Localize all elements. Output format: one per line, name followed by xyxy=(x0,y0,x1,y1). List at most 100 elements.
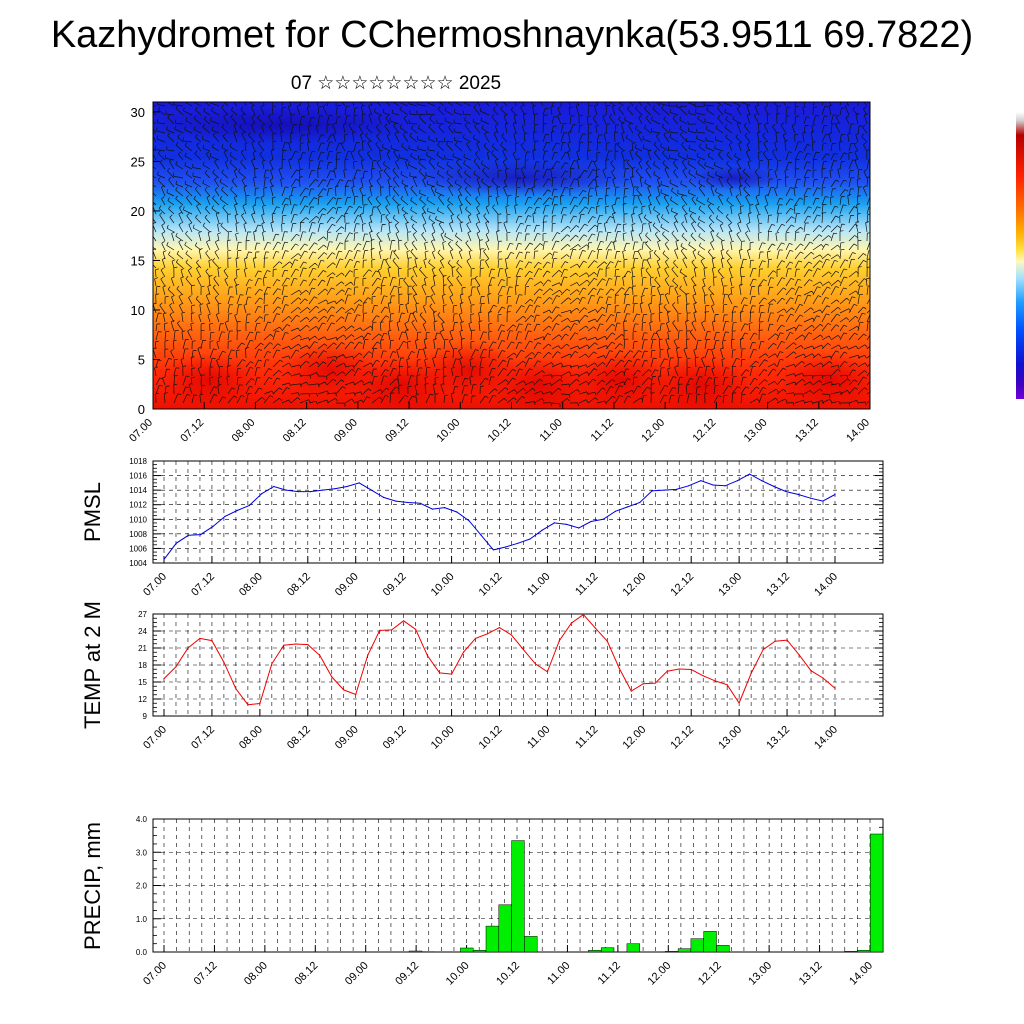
data-point xyxy=(566,523,568,526)
y-tick-label: 20 xyxy=(131,204,145,219)
x-tick-label: 08.12 xyxy=(285,724,313,752)
data-point xyxy=(541,529,543,531)
data-point xyxy=(427,655,429,657)
data-point xyxy=(273,485,275,488)
x-tick-label: 07.12 xyxy=(192,960,220,988)
data-point xyxy=(639,501,641,504)
data-point xyxy=(403,620,405,622)
y-tick-label: 1012 xyxy=(129,501,147,510)
data-point xyxy=(786,639,788,641)
data-point xyxy=(463,651,465,653)
x-tick-label: 11.12 xyxy=(573,571,600,598)
precip-bar xyxy=(472,950,487,953)
data-point xyxy=(774,640,776,642)
data-line xyxy=(163,473,836,560)
y-tick-label: 1004 xyxy=(129,559,147,568)
x-tick-label: 11.00 xyxy=(525,724,552,751)
precip-bar xyxy=(869,833,884,953)
cross-section-heatmap: 0 5 10 15 20 25 30 07.00 07.12 08.00 08.12 09.00 09.… xyxy=(127,101,872,445)
y-tick-label: 12 xyxy=(138,695,147,704)
data-point xyxy=(297,491,299,493)
precip-bar xyxy=(600,947,615,953)
x-tick-label: 11.00 xyxy=(537,417,564,444)
y-axis-label: PRECIP, mm xyxy=(80,822,105,950)
wind-barb-paths xyxy=(153,102,870,408)
x-tick-label: 13.12 xyxy=(764,724,792,752)
cold-core xyxy=(153,107,420,143)
data-point xyxy=(700,480,702,482)
data-point xyxy=(486,633,489,635)
data-point xyxy=(407,501,409,504)
precip-bar xyxy=(665,951,679,953)
y-tick-label: 15 xyxy=(131,253,145,268)
data-point xyxy=(822,500,824,502)
y-tick-label: 0.0 xyxy=(136,948,148,957)
precip-bar xyxy=(498,904,512,953)
data-point xyxy=(175,666,177,668)
y-tick-label: 25 xyxy=(131,154,145,169)
data-point xyxy=(322,489,324,491)
data-point xyxy=(319,654,321,657)
data-point xyxy=(211,640,213,642)
cold-core xyxy=(690,166,780,190)
data-point xyxy=(546,671,549,673)
x-tick-label: 08.12 xyxy=(281,417,309,445)
data-point xyxy=(606,640,608,642)
data-point xyxy=(456,511,458,513)
y-tick-label: 24 xyxy=(138,627,147,636)
x-tick-label: 10.00 xyxy=(444,960,472,988)
x-tick-label: 11.12 xyxy=(589,417,616,444)
y-tick-label: 10 xyxy=(131,303,145,318)
data-point xyxy=(224,515,226,518)
data-point xyxy=(834,687,836,689)
data-point xyxy=(468,520,470,522)
data-point xyxy=(187,534,189,536)
data-point xyxy=(199,637,201,640)
data-point xyxy=(714,680,716,682)
data-point xyxy=(798,654,800,656)
data-point xyxy=(630,690,632,692)
x-tick-label: 12.12 xyxy=(668,571,696,599)
precip-bar xyxy=(485,925,500,953)
data-point xyxy=(187,647,189,649)
y-tick-label: 1008 xyxy=(129,530,147,539)
page-title: Kazhydromet for CChermoshnaynka(53.9511 … xyxy=(50,14,974,56)
data-point xyxy=(750,672,752,675)
y-tick-label: 2.0 xyxy=(136,882,148,891)
x-tick-label: 12.00 xyxy=(645,960,673,988)
precip-bar xyxy=(588,950,602,953)
data-point xyxy=(602,518,604,520)
x-tick-label: 08.00 xyxy=(237,724,265,752)
x-tick-label: 07.00 xyxy=(141,724,169,752)
data-point xyxy=(383,496,385,498)
precip-bar xyxy=(690,938,704,953)
x-tick-label: 08.00 xyxy=(237,571,265,599)
data-point xyxy=(726,684,728,686)
x-tick-label: 08.12 xyxy=(292,960,320,988)
y-tick-label: 21 xyxy=(138,644,147,653)
x-tick-label: 12.00 xyxy=(639,417,667,445)
x-tick-label: 08.12 xyxy=(285,571,313,599)
data-point xyxy=(773,485,775,488)
data-point xyxy=(235,688,237,690)
data-point xyxy=(334,488,336,490)
y-tick-label: 1016 xyxy=(129,472,147,481)
data-point xyxy=(480,534,482,536)
y-axis-label: PMSL xyxy=(80,482,105,542)
y-tick-label: 1014 xyxy=(129,486,147,495)
y-tick-label: 3.0 xyxy=(136,848,148,857)
data-point xyxy=(236,509,238,512)
data-point xyxy=(761,480,763,482)
data-point xyxy=(431,508,433,510)
x-tick-label: 14.00 xyxy=(812,724,840,752)
data-point xyxy=(553,522,556,524)
wind-barbs xyxy=(153,102,870,408)
precip-bar xyxy=(524,936,538,953)
data-point xyxy=(666,670,668,672)
data-point xyxy=(370,489,372,491)
precip-bar xyxy=(703,931,717,953)
precip-bar xyxy=(511,840,525,953)
data-point xyxy=(358,482,360,484)
data-point xyxy=(590,520,592,523)
y-tick-label: 27 xyxy=(138,610,147,619)
